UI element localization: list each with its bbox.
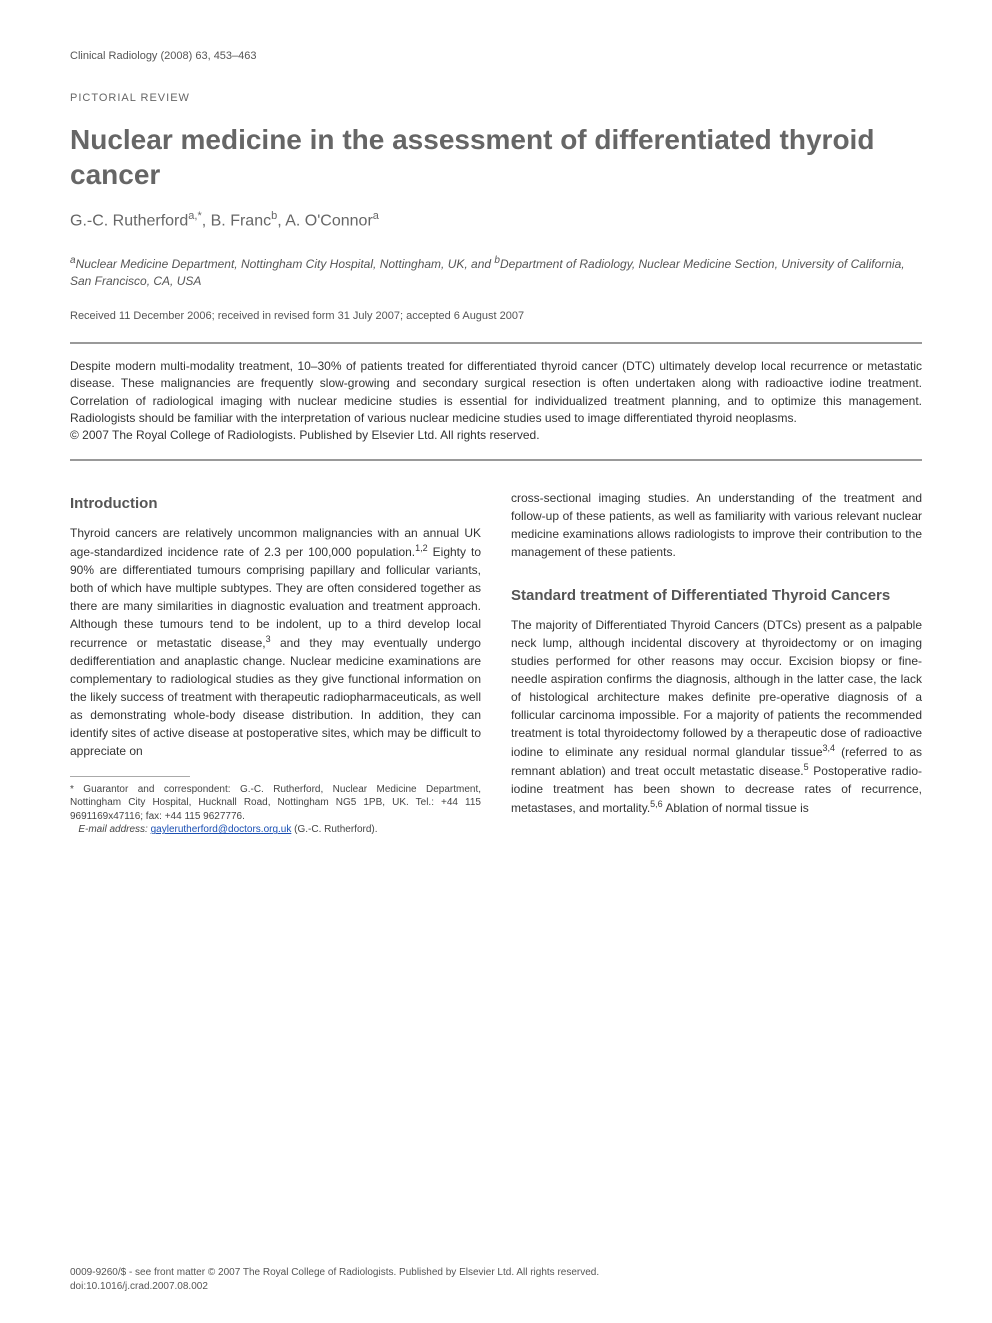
received-dates: Received 11 December 2006; received in r… — [70, 310, 922, 322]
email-link[interactable]: gaylerutherford@doctors.org.uk — [151, 824, 292, 835]
standard-treatment-body: The majority of Differentiated Thyroid C… — [511, 616, 922, 817]
section-heading-introduction: Introduction — [70, 495, 481, 512]
left-column: Introduction Thyroid cancers are relativ… — [70, 489, 481, 837]
divider-top — [70, 342, 922, 344]
introduction-continuation: cross-sectional imaging studies. An unde… — [511, 489, 922, 561]
right-column: cross-sectional imaging studies. An unde… — [511, 489, 922, 837]
authors-line: G.-C. Rutherforda,*, B. Francb, A. O'Con… — [70, 210, 922, 230]
affiliations: aNuclear Medicine Department, Nottingham… — [70, 254, 922, 290]
two-column-body: Introduction Thyroid cancers are relativ… — [70, 489, 922, 837]
abstract-text: Despite modern multi-modality treatment,… — [70, 358, 922, 445]
introduction-body: Thyroid cancers are relatively uncommon … — [70, 524, 481, 760]
article-type-label: PICTORIAL REVIEW — [70, 92, 922, 104]
journal-header: Clinical Radiology (2008) 63, 453–463 — [70, 50, 922, 62]
divider-bottom — [70, 459, 922, 461]
correspondent-footnote: * Guarantor and correspondent: G.-C. Rut… — [70, 783, 481, 837]
article-title: Nuclear medicine in the assessment of di… — [70, 122, 922, 192]
page-footer: 0009-9260/$ - see front matter © 2007 Th… — [70, 1266, 922, 1293]
section-heading-standard-treatment: Standard treatment of Differentiated Thy… — [511, 587, 922, 604]
footnote-rule — [70, 776, 190, 777]
